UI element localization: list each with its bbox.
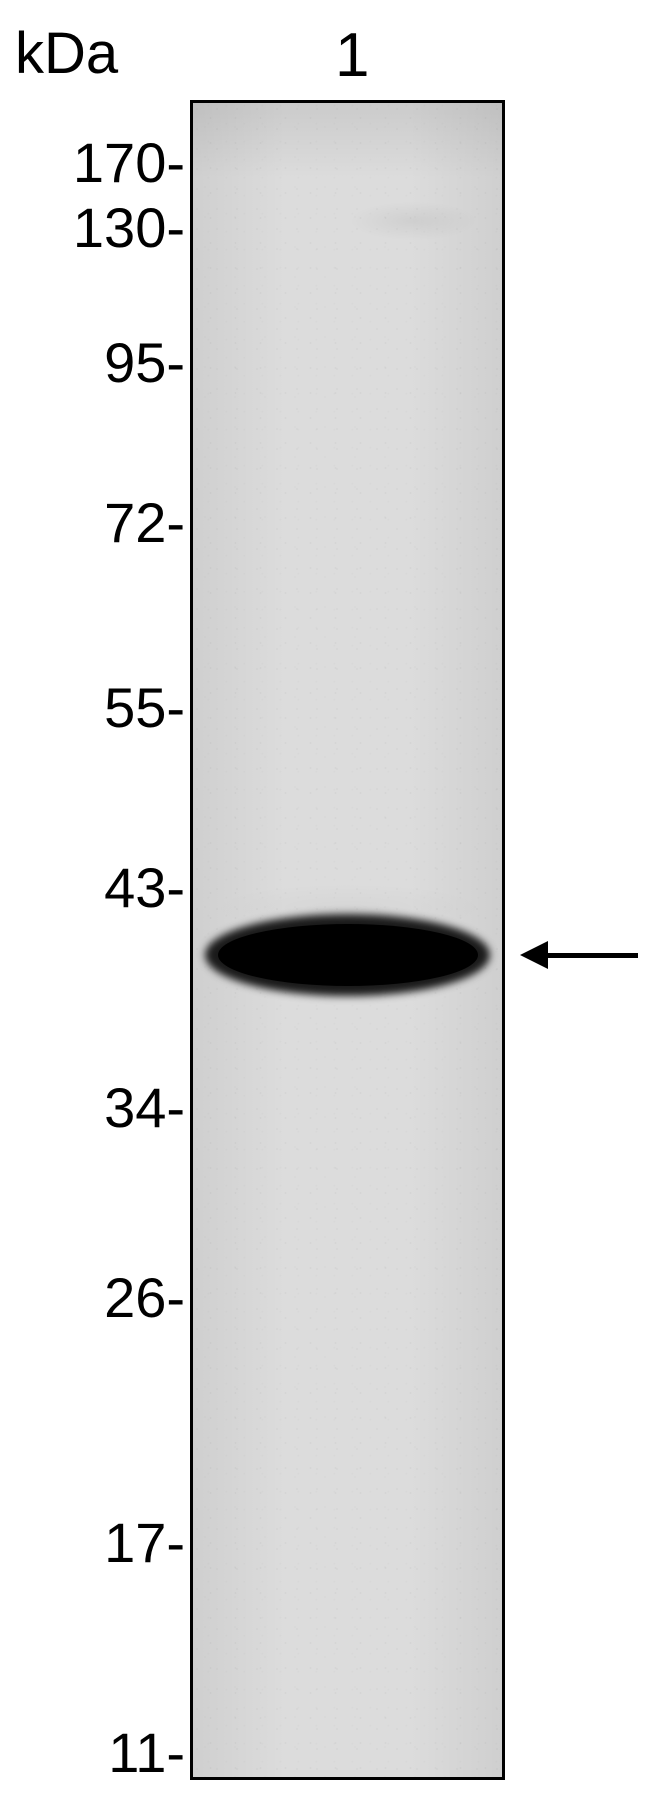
mw-marker-130: 130- xyxy=(73,195,185,260)
mw-marker-34: 34- xyxy=(104,1075,185,1140)
mw-marker-170: 170- xyxy=(73,130,185,195)
mw-marker-17: 17- xyxy=(104,1510,185,1575)
mw-marker-95: 95- xyxy=(104,330,185,395)
lane-1-header: 1 xyxy=(335,20,369,91)
mw-marker-55: 55- xyxy=(104,675,185,740)
lane-smudge-1 xyxy=(348,201,478,241)
protein-band xyxy=(218,924,478,986)
mw-marker-26: 26- xyxy=(104,1265,185,1330)
band-arrow xyxy=(520,941,640,969)
blot-figure: kDa 1 170- 130- 95- 72- 55- 43- 34- 26- … xyxy=(0,0,650,1806)
mw-marker-11: 11- xyxy=(108,1720,185,1785)
arrow-shaft xyxy=(546,953,638,958)
mw-marker-43: 43- xyxy=(104,855,185,920)
mw-marker-72: 72- xyxy=(104,490,185,555)
arrow-head-icon xyxy=(520,941,548,969)
axis-unit-label: kDa xyxy=(15,20,118,87)
